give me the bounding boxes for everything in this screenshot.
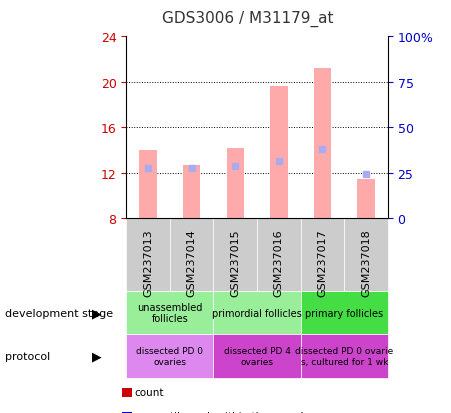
Bar bbox=[139, 151, 157, 219]
Bar bbox=[126, 219, 170, 291]
Text: unassembled
follicles: unassembled follicles bbox=[137, 302, 202, 324]
Text: protocol: protocol bbox=[5, 351, 50, 361]
Bar bbox=[170, 219, 213, 291]
Bar bbox=[122, 388, 132, 397]
Bar bbox=[126, 291, 213, 335]
Bar bbox=[213, 219, 257, 291]
Bar bbox=[357, 179, 375, 219]
Bar bbox=[213, 291, 301, 335]
Bar bbox=[213, 335, 301, 378]
Bar bbox=[301, 335, 388, 378]
Text: dissected PD 0 ovarie
s, cultured for 1 wk: dissected PD 0 ovarie s, cultured for 1 … bbox=[295, 347, 393, 366]
Bar bbox=[301, 291, 388, 335]
Text: primordial follicles: primordial follicles bbox=[212, 308, 302, 318]
Bar bbox=[257, 219, 301, 291]
Text: ▶: ▶ bbox=[92, 306, 102, 319]
Text: development stage: development stage bbox=[5, 308, 113, 318]
Text: GDS3006 / M31179_at: GDS3006 / M31179_at bbox=[162, 10, 334, 26]
Text: percentile rank within the sample: percentile rank within the sample bbox=[134, 411, 310, 413]
Bar bbox=[344, 219, 388, 291]
Text: count: count bbox=[134, 387, 164, 397]
Bar bbox=[183, 166, 200, 219]
Bar bbox=[314, 69, 331, 219]
Text: ▶: ▶ bbox=[92, 350, 102, 363]
Bar bbox=[226, 149, 244, 219]
Bar bbox=[270, 87, 288, 219]
Bar bbox=[301, 219, 344, 291]
Bar bbox=[126, 335, 213, 378]
Text: primary follicles: primary follicles bbox=[305, 308, 383, 318]
Bar bbox=[122, 412, 132, 413]
Text: dissected PD 0
ovaries: dissected PD 0 ovaries bbox=[136, 347, 203, 366]
Text: dissected PD 4
ovaries: dissected PD 4 ovaries bbox=[224, 347, 290, 366]
